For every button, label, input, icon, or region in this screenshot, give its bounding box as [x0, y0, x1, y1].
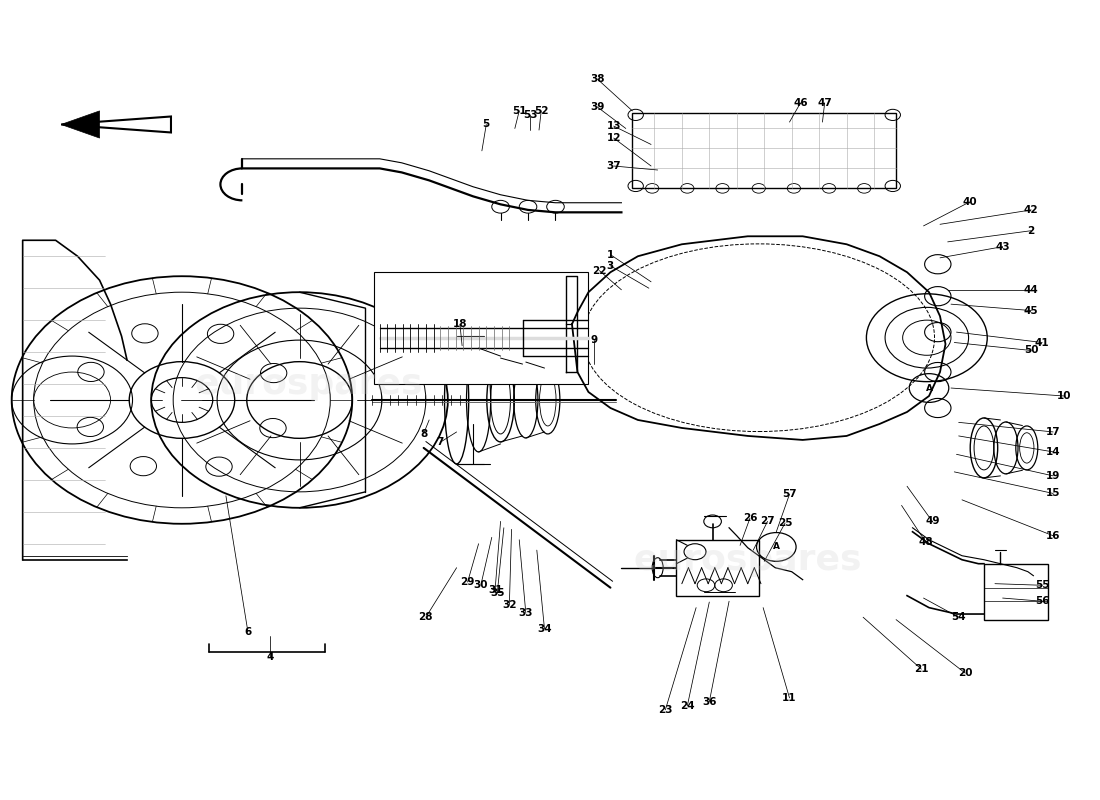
Text: 30: 30 — [473, 580, 488, 590]
Text: 48: 48 — [918, 537, 933, 547]
Text: 16: 16 — [1046, 530, 1060, 541]
Text: 43: 43 — [996, 242, 1010, 252]
Text: eurospares: eurospares — [634, 542, 862, 577]
Text: 51: 51 — [512, 106, 527, 116]
Text: 11: 11 — [782, 693, 796, 703]
Text: 55: 55 — [1035, 580, 1049, 590]
Text: 20: 20 — [958, 668, 972, 678]
Text: 22: 22 — [592, 266, 607, 276]
Bar — [676, 540, 759, 596]
Text: 42: 42 — [1024, 205, 1038, 215]
Text: 46: 46 — [793, 98, 807, 108]
Polygon shape — [62, 111, 100, 138]
Text: 6: 6 — [244, 626, 252, 637]
Bar — [632, 113, 896, 188]
Text: 27: 27 — [760, 516, 774, 526]
Text: 10: 10 — [1057, 391, 1071, 401]
Bar — [984, 564, 1047, 620]
Text: 28: 28 — [419, 612, 433, 622]
Text: 33: 33 — [518, 608, 534, 618]
Text: 39: 39 — [590, 102, 604, 112]
Text: A: A — [773, 542, 780, 551]
Text: A: A — [925, 383, 933, 393]
Text: 7: 7 — [437, 438, 443, 447]
Text: 26: 26 — [742, 513, 757, 523]
Text: 49: 49 — [925, 516, 939, 526]
Text: 5: 5 — [483, 119, 490, 130]
Text: 18: 18 — [453, 319, 468, 329]
Text: 50: 50 — [1024, 346, 1038, 355]
Text: 52: 52 — [534, 106, 549, 116]
Text: 3: 3 — [607, 261, 614, 271]
Text: 4: 4 — [266, 652, 274, 662]
Text: 24: 24 — [680, 701, 694, 711]
Text: 9: 9 — [591, 335, 597, 345]
Text: 15: 15 — [1046, 489, 1060, 498]
Text: 54: 54 — [952, 612, 966, 622]
Text: 31: 31 — [487, 585, 503, 595]
Text: 32: 32 — [502, 600, 517, 610]
Text: 56: 56 — [1035, 596, 1049, 606]
Text: 19: 19 — [1046, 471, 1060, 481]
Text: 47: 47 — [817, 98, 832, 108]
Text: 25: 25 — [778, 518, 792, 528]
Text: 29: 29 — [461, 577, 475, 587]
Text: 37: 37 — [606, 161, 621, 171]
Text: 44: 44 — [1024, 285, 1038, 294]
Polygon shape — [62, 117, 170, 133]
Text: 17: 17 — [1046, 427, 1060, 437]
Text: 53: 53 — [522, 110, 538, 120]
Text: 8: 8 — [420, 429, 427, 438]
Bar — [374, 272, 588, 384]
Text: 38: 38 — [590, 74, 605, 84]
Text: eurospares: eurospares — [194, 367, 422, 401]
Text: 2: 2 — [1027, 226, 1035, 236]
Text: 40: 40 — [962, 197, 977, 207]
Text: 45: 45 — [1024, 306, 1038, 315]
Text: 36: 36 — [702, 697, 716, 707]
Text: 13: 13 — [606, 121, 621, 131]
Text: 21: 21 — [914, 664, 928, 674]
Text: 57: 57 — [782, 490, 796, 499]
Text: 34: 34 — [537, 624, 552, 634]
Text: 14: 14 — [1046, 447, 1060, 457]
Text: 35: 35 — [490, 588, 505, 598]
Text: 1: 1 — [607, 250, 614, 260]
Text: 12: 12 — [606, 133, 621, 143]
Text: 23: 23 — [658, 705, 672, 715]
Text: 41: 41 — [1035, 338, 1049, 347]
